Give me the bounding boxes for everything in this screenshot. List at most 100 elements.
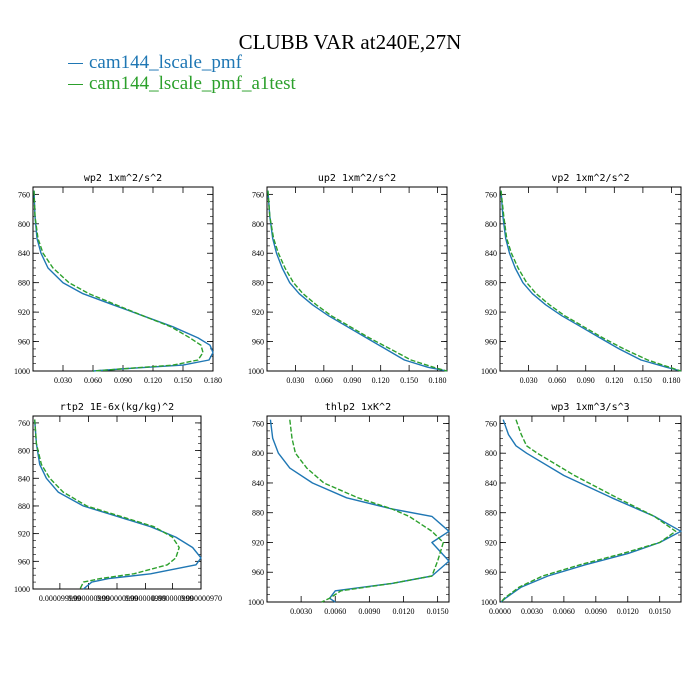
x-tick-label: 0.030 xyxy=(54,376,72,385)
x-tick-label: 0.180 xyxy=(429,376,447,385)
panel-frame xyxy=(499,415,682,603)
panel-5: wp3 1xm^3/s^3 760 800 840 880 920 960 10000.000… xyxy=(481,402,682,616)
y-tick-label: 800 xyxy=(18,447,30,456)
x-tick-label: 0.000000970 xyxy=(180,594,222,603)
panel-1: up2 1xm^2/s^2 760 800 840 880 920 960 1000 0.030… xyxy=(248,173,448,385)
legend-swatch-pmf xyxy=(68,62,83,64)
x-tick-label: 0.000000999 xyxy=(67,594,109,603)
y-tick-label: 960 xyxy=(485,338,497,347)
panel-frame xyxy=(499,186,682,372)
x-tick-label: 0.000099999 xyxy=(39,594,81,603)
x-tick-label: 0.0120 xyxy=(393,607,415,616)
series-line-pmf xyxy=(500,190,682,372)
x-tick-label: 0.000000999 xyxy=(125,594,167,603)
x-tick-label: 0.090 xyxy=(343,376,361,385)
series-line-pmf xyxy=(34,419,202,590)
y-tick-label: 920 xyxy=(252,308,264,317)
x-tick-label: 0.000000999 xyxy=(151,594,193,603)
x-tick-label: 0.060 xyxy=(548,376,566,385)
y-tick-label: 920 xyxy=(252,538,264,547)
series-line-pmf xyxy=(267,190,448,372)
x-tick-label: 0.060 xyxy=(315,376,333,385)
y-tick-label: 960 xyxy=(252,568,264,577)
y-tick-label: 960 xyxy=(18,557,30,566)
y-tick-label: 920 xyxy=(18,530,30,539)
y-tick-label: 760 xyxy=(485,190,497,199)
y-tick-label: 920 xyxy=(485,538,497,547)
series-line-a1test xyxy=(289,419,444,603)
x-tick-label: 0.000000999 xyxy=(96,594,138,603)
x-tick-label: 0.0090 xyxy=(358,607,380,616)
y-tick-label: 760 xyxy=(252,419,264,428)
y-tick-label: 880 xyxy=(485,279,497,288)
y-tick-label: 1000 xyxy=(248,598,264,607)
panel-title: thlp2 1xK^2 xyxy=(325,402,391,413)
y-tick-label: 880 xyxy=(18,279,30,288)
y-tick-label: 840 xyxy=(485,479,497,488)
series-line-a1test xyxy=(500,190,682,372)
y-tick-label: 920 xyxy=(485,308,497,317)
y-tick-label: 760 xyxy=(485,419,497,428)
series-line-pmf xyxy=(500,419,682,603)
y-tick-label: 840 xyxy=(252,479,264,488)
legend-entry-a1test: cam144_lscale_pmf_a1test xyxy=(68,73,296,95)
series-line-pmf xyxy=(33,190,214,372)
panel-frame xyxy=(32,415,202,590)
y-tick-label: 840 xyxy=(18,249,30,258)
x-tick-label: 0.0060 xyxy=(324,607,346,616)
y-tick-label: 840 xyxy=(485,249,497,258)
x-tick-label: 0.0030 xyxy=(521,607,543,616)
x-tick-label: 0.060 xyxy=(84,376,102,385)
y-tick-label: 1000 xyxy=(14,585,30,594)
series-line-a1test xyxy=(33,190,204,372)
x-tick-label: 0.180 xyxy=(662,376,680,385)
x-tick-label: 0.120 xyxy=(605,376,623,385)
x-tick-label: 0.0030 xyxy=(290,607,312,616)
y-tick-label: 800 xyxy=(485,220,497,229)
x-tick-label: 0.030 xyxy=(286,376,304,385)
x-tick-label: 0.090 xyxy=(577,376,595,385)
y-tick-label: 880 xyxy=(252,279,264,288)
y-tick-label: 800 xyxy=(252,220,264,229)
y-tick-label: 760 xyxy=(252,190,264,199)
y-tick-label: 920 xyxy=(18,308,30,317)
y-tick-label: 840 xyxy=(18,474,30,483)
panel-frame xyxy=(266,415,450,603)
y-tick-label: 760 xyxy=(18,190,30,199)
x-tick-label: 0.0120 xyxy=(617,607,639,616)
panel-3: rtp2 1E-6x(kg/kg)^2 760 800 840 880 920 960 100… xyxy=(14,402,222,603)
x-tick-label: 0.0060 xyxy=(553,607,575,616)
x-tick-label: 0.030 xyxy=(520,376,538,385)
panel-frame xyxy=(266,186,448,372)
x-tick-label: 0.090 xyxy=(114,376,132,385)
x-tick-label: 0.0150 xyxy=(427,607,449,616)
panel-title: wp2 1xm^2/s^2 xyxy=(84,173,162,184)
y-tick-label: 960 xyxy=(18,338,30,347)
legend-label-pmf: cam144_lscale_pmf xyxy=(89,52,243,73)
y-tick-label: 800 xyxy=(252,449,264,458)
legend-swatch-a1test xyxy=(68,83,83,85)
series-line-a1test xyxy=(34,419,180,590)
legend-entry-pmf: cam144_lscale_pmf xyxy=(68,52,242,74)
panel-0: wp2 1xm^2/s^2 760 800 840 880 920 960 1000 0.030… xyxy=(14,173,222,385)
y-tick-label: 1000 xyxy=(481,367,497,376)
panel-title: up2 1xm^2/s^2 xyxy=(318,173,396,184)
x-tick-label: 0.120 xyxy=(144,376,162,385)
x-tick-label: 0.180 xyxy=(204,376,222,385)
x-tick-label: 0.0090 xyxy=(585,607,607,616)
x-tick-label: 0.120 xyxy=(372,376,390,385)
y-tick-label: 880 xyxy=(252,509,264,518)
panel-2: vp2 1xm^2/s^2 760 800 840 880 920 960 1000 0.030… xyxy=(481,173,682,385)
y-tick-label: 1000 xyxy=(248,367,264,376)
figure-title: CLUBB VAR at240E,27N xyxy=(238,30,462,54)
y-tick-label: 960 xyxy=(252,338,264,347)
x-tick-label: 0.0150 xyxy=(649,607,671,616)
y-tick-label: 960 xyxy=(485,568,497,577)
panel-title: wp3 1xm^3/s^3 xyxy=(551,402,629,413)
x-tick-label: 0.150 xyxy=(400,376,418,385)
series-line-pmf xyxy=(269,419,450,603)
y-tick-label: 760 xyxy=(18,419,30,428)
series-line-a1test xyxy=(267,190,448,372)
y-tick-label: 880 xyxy=(18,502,30,511)
